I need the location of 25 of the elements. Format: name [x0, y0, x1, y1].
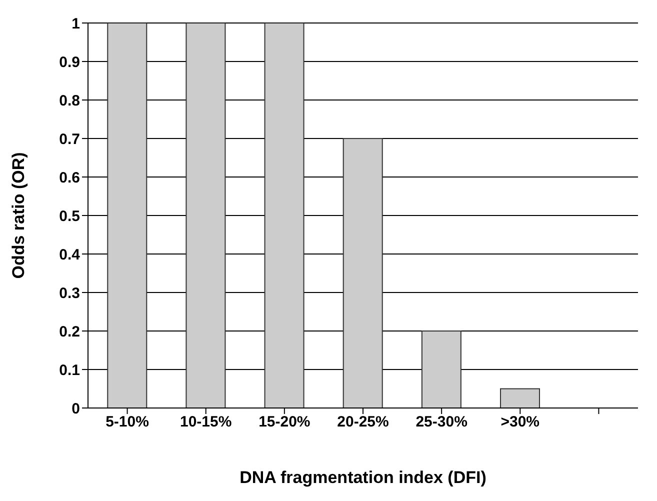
bar: [342, 138, 383, 408]
y-tick-label: 0.3: [59, 284, 80, 302]
y-tick-label: 0.5: [59, 208, 80, 225]
x-tick-label: 5-10%: [106, 414, 149, 431]
x-axis-title: DNA fragmentation index (DFI): [240, 468, 486, 487]
y-tick-label: 0: [72, 400, 80, 418]
x-tick-label: 20-25%: [337, 414, 389, 431]
bar: [264, 23, 304, 408]
y-tick-label: 0.1: [59, 362, 80, 379]
x-tick-label: 25-30%: [416, 414, 468, 431]
x-tick-label: 10-15%: [180, 414, 232, 431]
y-tick-label: 1: [72, 15, 80, 32]
x-tick-label: 15-20%: [258, 414, 310, 431]
bar: [107, 23, 148, 408]
bar: [421, 330, 462, 408]
y-tick-label: 0.7: [59, 130, 80, 148]
y-tick-label: 0.9: [59, 54, 80, 71]
bar: [186, 23, 226, 408]
y-tick-label: 0.6: [59, 169, 80, 186]
y-axis-title: Odds ratio (OR): [9, 152, 28, 279]
bar: [500, 388, 540, 408]
y-tick-label: 0.2: [59, 323, 80, 340]
y-tick-label: 0.8: [59, 92, 80, 110]
x-tick-label: >30%: [500, 414, 540, 431]
y-tick-label: 0.4: [59, 246, 81, 264]
